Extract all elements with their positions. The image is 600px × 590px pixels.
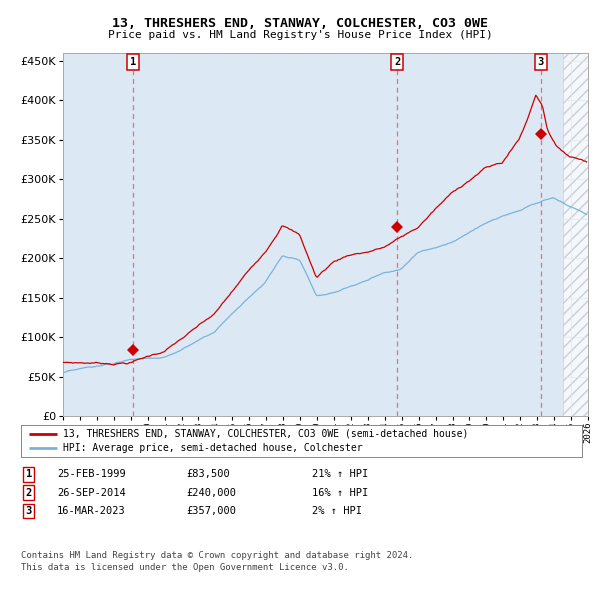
Bar (563, 53, 588, 416)
Text: 26-SEP-2014: 26-SEP-2014 (57, 488, 126, 497)
Text: 2: 2 (394, 57, 400, 67)
Text: 2: 2 (26, 488, 32, 497)
Text: HPI: Average price, semi-detached house, Colchester: HPI: Average price, semi-detached house,… (63, 444, 362, 454)
Text: 13, THRESHERS END, STANWAY, COLCHESTER, CO3 0WE: 13, THRESHERS END, STANWAY, COLCHESTER, … (112, 17, 488, 30)
Text: 3: 3 (26, 506, 32, 516)
Text: £357,000: £357,000 (186, 506, 236, 516)
Text: 2% ↑ HPI: 2% ↑ HPI (312, 506, 362, 516)
Text: £83,500: £83,500 (186, 470, 230, 479)
Text: 16-MAR-2023: 16-MAR-2023 (57, 506, 126, 516)
Text: 13, THRESHERS END, STANWAY, COLCHESTER, CO3 0WE (semi-detached house): 13, THRESHERS END, STANWAY, COLCHESTER, … (63, 428, 469, 438)
Text: 25-FEB-1999: 25-FEB-1999 (57, 470, 126, 479)
Text: 1: 1 (130, 57, 136, 67)
Text: This data is licensed under the Open Government Licence v3.0.: This data is licensed under the Open Gov… (21, 563, 349, 572)
Text: 16% ↑ HPI: 16% ↑ HPI (312, 488, 368, 497)
Text: £240,000: £240,000 (186, 488, 236, 497)
Text: Price paid vs. HM Land Registry's House Price Index (HPI): Price paid vs. HM Land Registry's House … (107, 31, 493, 40)
Text: 1: 1 (26, 470, 32, 479)
Text: 3: 3 (538, 57, 544, 67)
Text: 21% ↑ HPI: 21% ↑ HPI (312, 470, 368, 479)
Text: Contains HM Land Registry data © Crown copyright and database right 2024.: Contains HM Land Registry data © Crown c… (21, 551, 413, 560)
